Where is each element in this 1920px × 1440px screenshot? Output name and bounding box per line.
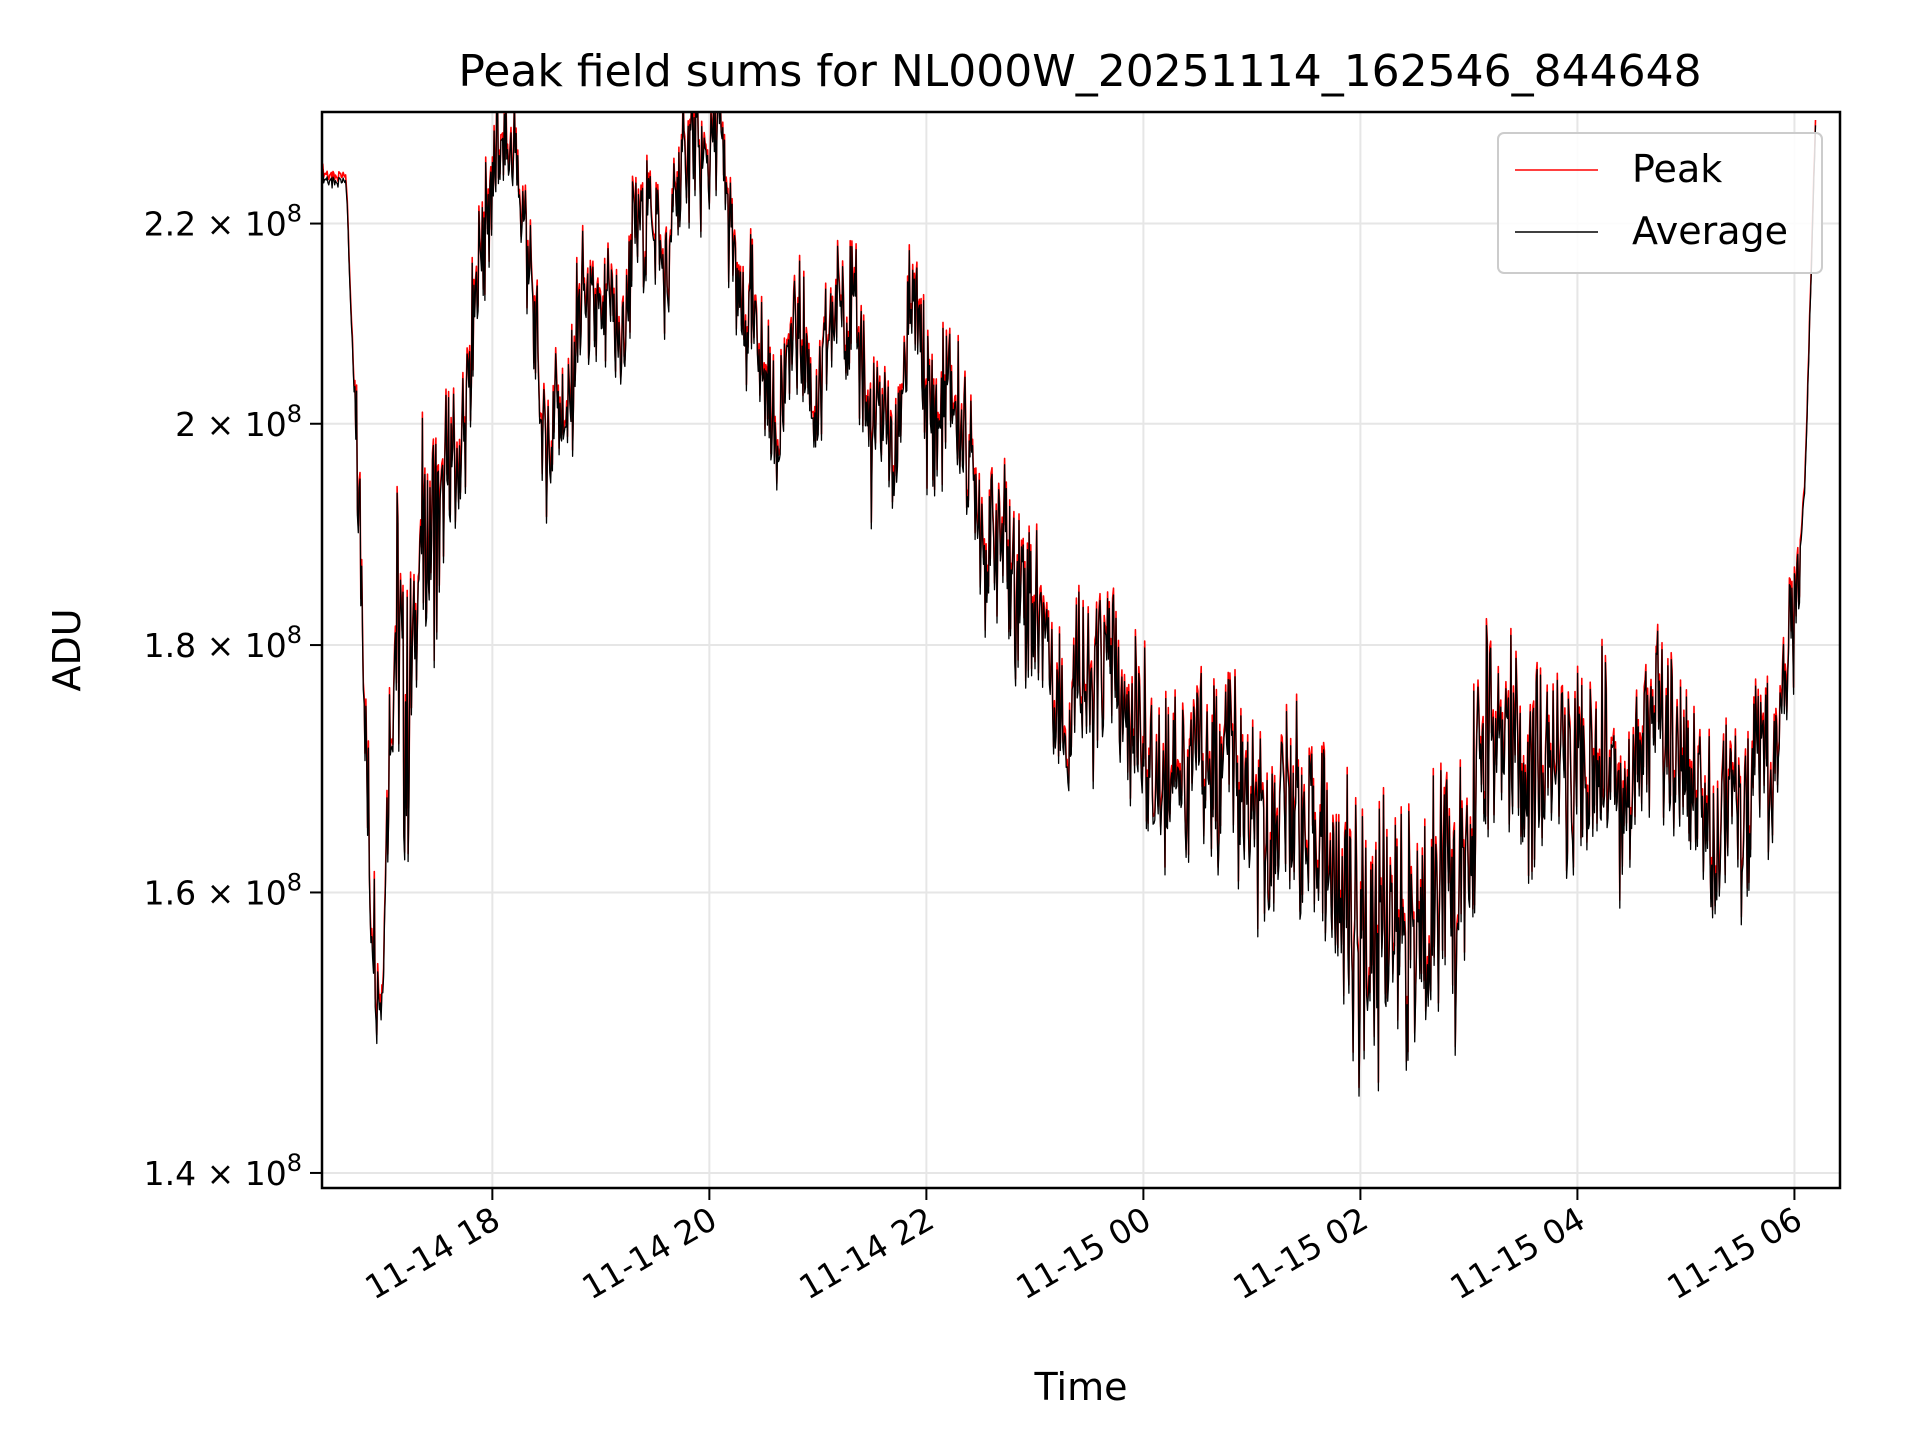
y-tick-mantissa: 2.2 × 10 [144,205,287,244]
x-axis-label: Time [1034,1365,1128,1409]
legend-box [1497,132,1823,274]
plot-frame [320,110,1842,1190]
y-tick-exponent: 8 [287,868,302,896]
legend-average-label: Average [1632,209,1788,253]
plot-series [322,112,1817,1097]
series-line-average [322,112,1817,1097]
y-tick-mantissa: 2 × 10 [175,405,287,444]
y-axis-label: ADU [45,608,89,691]
y-tick-label: 1.6 × 108 [144,868,302,912]
y-tick-mantissa: 1.6 × 10 [144,873,287,912]
y-tick-label: 2 × 108 [175,400,302,444]
y-tick-exponent: 8 [287,400,302,428]
y-tick-label: 1.8 × 108 [144,621,302,665]
legend-peak-label: Peak [1632,147,1722,191]
chart-title: Peak field sums for NL000W_20251114_1625… [458,46,1701,97]
y-tick-exponent: 8 [287,1149,302,1177]
y-tick-label: 1.4 × 108 [144,1149,302,1193]
y-tick-exponent: 8 [287,621,302,649]
y-tick-mantissa: 1.8 × 10 [144,626,287,665]
y-tick-exponent: 8 [287,200,302,228]
y-tick-label: 2.2 × 108 [144,200,302,244]
y-tick-mantissa: 1.4 × 10 [144,1154,287,1193]
legend: Peak Average [1497,132,1823,274]
grid [322,112,1840,1188]
